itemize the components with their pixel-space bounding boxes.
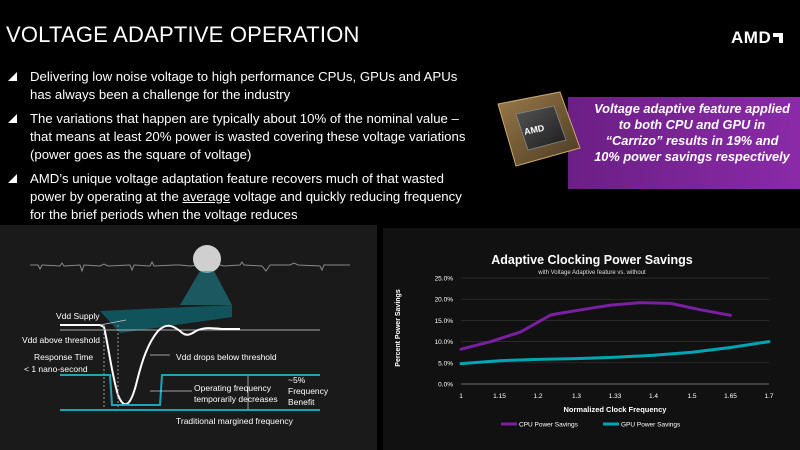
slide-title: VOLTAGE ADAPTIVE OPERATION: [6, 22, 360, 47]
y-tick-label: 5.0%: [438, 360, 453, 367]
chart-ylabel: Percent Power Savings: [395, 289, 402, 367]
x-tick-label: 1.15: [493, 393, 506, 400]
bullet-item: AMD’s unique voltage adaptation feature …: [6, 170, 476, 224]
label-benefit: Benefit: [288, 397, 315, 407]
legend-label: GPU Power Savings: [621, 422, 681, 429]
bullet-item: The variations that happen are typically…: [6, 110, 476, 164]
y-tick-label: 10.0%: [435, 339, 454, 346]
noisy-voltage-line: [30, 260, 350, 273]
chart-title: Adaptive Clocking Power Savings: [491, 253, 692, 267]
label-vdd-supply: Vdd Supply: [56, 311, 100, 321]
callout-text: Voltage adaptive feature applied to both…: [594, 101, 790, 164]
label-op-freq-2: temporarily decreases: [194, 394, 278, 404]
diagram-panel: Vdd Supply Vdd above threshold Response …: [0, 225, 377, 450]
y-tick-label: 20.0%: [435, 297, 454, 304]
bullet-text: The variations that happen are typically…: [30, 111, 466, 162]
frequency-line: [60, 374, 320, 406]
label-benefit-pct: ~5%: [288, 375, 306, 385]
series-line-gpu: [459, 340, 771, 366]
logo-arrow-icon: [773, 33, 784, 43]
zoom-beam: [180, 271, 232, 305]
voltage-diagram: [30, 245, 350, 413]
x-tick-label: 1: [459, 393, 463, 400]
legend-label: CPU Power Savings: [519, 422, 579, 429]
label-traditional: Traditional margined frequency: [176, 416, 293, 426]
vdd-curve: [60, 324, 240, 406]
x-tick-label: 1.4: [649, 393, 658, 400]
bullet-text-pre: AMD’s unique voltage adaptation feature …: [30, 171, 444, 204]
amd-logo: AMD: [731, 28, 784, 48]
callout-box: [568, 97, 800, 189]
series-line-cpu: [459, 301, 732, 351]
label-op-freq: Operating frequency: [194, 383, 272, 393]
label-response-time: Response Time: [34, 352, 94, 362]
x-tick-label: 1.3: [572, 393, 581, 400]
x-tick-label: 1.5: [687, 393, 696, 400]
y-tick-label: 0.0%: [438, 382, 453, 389]
bullet-text-underlined: average: [182, 189, 231, 204]
chart-xlabel: Normalized Clock Frequency: [564, 405, 668, 414]
bullet-text-post: voltage and quickly reducing frequency f…: [30, 189, 462, 222]
power-savings-chart: Adaptive Clocking Power Savings with Vol…: [395, 253, 774, 429]
zoom-fan: [100, 305, 232, 333]
bullet-triangle-icon: [8, 114, 17, 123]
x-tick-label: 1.2: [533, 393, 542, 400]
label-vdd-drops: Vdd drops below threshold: [176, 352, 277, 362]
x-tick-label: 1.33: [609, 393, 622, 400]
chart-subtitle: with Voltage Adaptive feature vs. withou…: [537, 270, 646, 276]
chart-panel: Adaptive Clocking Power Savings with Vol…: [383, 228, 800, 450]
chip-label: AMD: [523, 123, 546, 137]
x-tick-label: 1.65: [724, 393, 737, 400]
bullet-triangle-icon: [8, 174, 17, 183]
bullet-list: Delivering low noise voltage to high per…: [6, 68, 476, 230]
y-tick-label: 15.0%: [435, 318, 454, 325]
bullet-item: Delivering low noise voltage to high per…: [6, 68, 476, 104]
bullet-text: Delivering low noise voltage to high per…: [30, 69, 458, 102]
y-tick-label: 25.0%: [435, 276, 454, 283]
label-response-time-value: < 1 nano-second: [24, 364, 88, 374]
label-vdd-above: Vdd above threshold: [22, 335, 100, 345]
label-benefit-freq: Frequency: [288, 386, 329, 396]
bullet-triangle-icon: [8, 72, 17, 81]
x-tick-label: 1.7: [764, 393, 773, 400]
zoom-circle: [193, 245, 221, 273]
logo-text: AMD: [731, 28, 772, 47]
chip-icon: AMD: [497, 91, 581, 167]
panel-separator: [377, 225, 383, 450]
